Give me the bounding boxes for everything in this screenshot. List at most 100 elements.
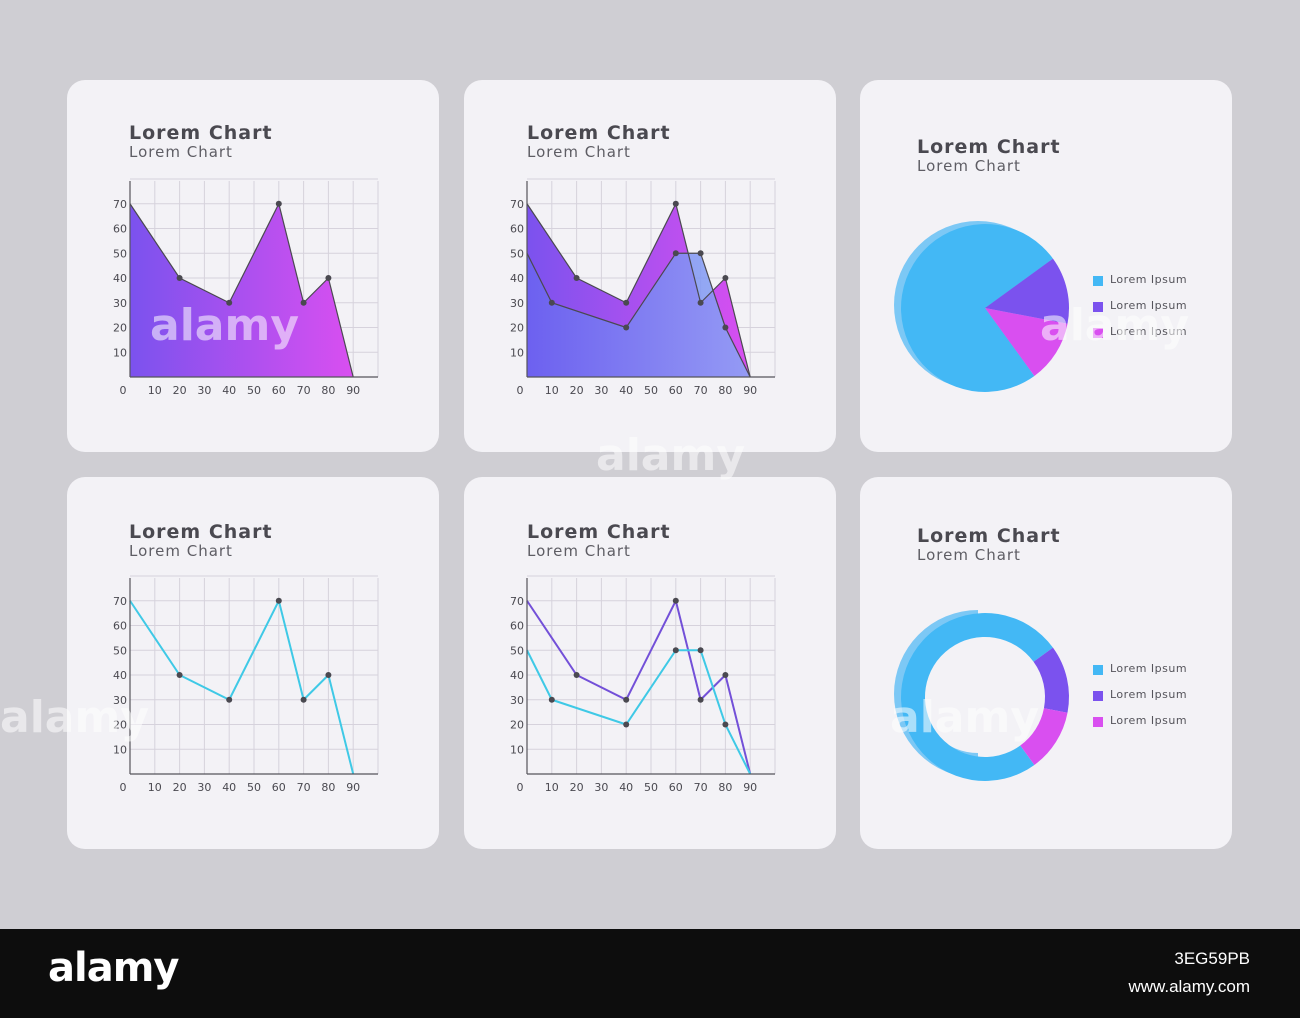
x-tick-label: 90 xyxy=(743,781,757,794)
data-point xyxy=(300,696,307,703)
data-point xyxy=(176,672,183,678)
chart-subtitle: Lorem Chart xyxy=(527,542,631,560)
data-point xyxy=(275,200,282,207)
y-tick-label: 30 xyxy=(113,297,127,310)
legend-label: Lorem Ipsum xyxy=(1110,714,1188,727)
legend-label: Lorem Ipsum xyxy=(1110,688,1188,701)
data-point xyxy=(697,647,704,654)
data-point xyxy=(722,275,729,281)
y-tick-label: 60 xyxy=(113,223,127,236)
x-tick-label: 10 xyxy=(545,384,559,397)
x-tick-label: 90 xyxy=(743,384,757,397)
y-tick-label: 50 xyxy=(510,644,524,657)
x-tick-label: 70 xyxy=(297,781,311,794)
line-chart: 0 10 20 30 40 50 60 70 80 90 10 20 30 40 50 60 70 xyxy=(113,575,379,794)
y-tick-label: 30 xyxy=(113,694,127,707)
double-line-chart-card: Lorem Chart Lorem Chart 0 10 20 30 40 50 60 70 8… xyxy=(464,477,836,849)
x-tick-label: 60 xyxy=(272,384,286,397)
area-chart: 0 10 20 30 40 50 60 70 80 90 10 20 30 40 50 60 70 xyxy=(113,178,379,397)
data-point xyxy=(672,250,679,257)
pie-slice xyxy=(985,258,1069,324)
legend-swatch xyxy=(1093,717,1103,727)
legend-label: Lorem Ipsum xyxy=(1110,325,1188,338)
double-area-chart: 0 10 20 30 40 50 60 70 80 90 10 20 30 40 50 60 70 xyxy=(510,178,776,397)
grid xyxy=(130,575,379,774)
data-point xyxy=(672,200,679,207)
donut-chart-card: Lorem Chart Lorem Chart Lorem Ipsum Lore… xyxy=(860,477,1232,849)
legend-label: Lorem Ipsum xyxy=(1110,273,1188,286)
line-series xyxy=(526,649,752,775)
line-series xyxy=(129,597,355,775)
legend-swatch xyxy=(1093,691,1103,701)
grid xyxy=(527,575,776,774)
x-tick-label: 30 xyxy=(594,384,608,397)
x-tick-label: 90 xyxy=(346,781,360,794)
donut-slice xyxy=(1033,647,1069,713)
chart-subtitle: Lorem Chart xyxy=(917,546,1021,564)
legend-swatch xyxy=(1093,302,1103,312)
chart-title: Lorem Chart xyxy=(129,521,273,543)
x-tick-label: 0 xyxy=(517,384,524,397)
legend-label: Lorem Ipsum xyxy=(1110,299,1188,312)
area-series xyxy=(527,253,751,377)
x-tick-label: 0 xyxy=(517,781,524,794)
y-tick-label: 70 xyxy=(113,595,127,608)
footer-bar: alamy 3EG59PB www.alamy.com xyxy=(0,929,1300,1018)
y-tick-label: 50 xyxy=(113,247,127,260)
chart-subtitle: Lorem Chart xyxy=(129,143,233,161)
data-point xyxy=(226,696,233,703)
data-point xyxy=(722,672,729,678)
legend-swatch xyxy=(1093,276,1103,286)
double-area-chart-card: Lorem Chart Lorem Chart 0 10 20 30 40 50 60 70 8… xyxy=(464,80,836,452)
data-point xyxy=(226,299,233,306)
data-point xyxy=(623,696,630,703)
x-tick-label: 60 xyxy=(272,781,286,794)
y-tick-label: 20 xyxy=(510,322,524,335)
y-tick-label: 10 xyxy=(113,346,127,359)
data-point xyxy=(623,324,630,331)
x-tick-label: 50 xyxy=(644,781,658,794)
y-tick-label: 60 xyxy=(510,223,524,236)
y-tick-label: 10 xyxy=(510,346,524,359)
data-point xyxy=(722,721,729,728)
x-tick-label: 40 xyxy=(222,781,236,794)
x-tick-label: 40 xyxy=(222,384,236,397)
x-tick-label: 90 xyxy=(346,384,360,397)
data-point xyxy=(325,275,332,281)
footer-logo: alamy xyxy=(48,945,179,991)
x-tick-label: 70 xyxy=(694,781,708,794)
x-tick-label: 10 xyxy=(148,781,162,794)
area-chart-card: Lorem Chart Lorem Chart 0 10 20 30 40 50 60 70 8… xyxy=(67,80,439,452)
x-tick-label: 60 xyxy=(669,384,683,397)
data-point xyxy=(573,672,580,678)
chart-title: Lorem Chart xyxy=(527,122,671,144)
x-tick-label: 80 xyxy=(321,384,335,397)
data-point xyxy=(573,275,580,281)
pie-chart-card: Lorem Chart Lorem Chart Lorem Ipsum Lore… xyxy=(860,80,1232,452)
y-tick-label: 40 xyxy=(510,669,524,682)
line-series xyxy=(526,597,752,775)
x-tick-label: 70 xyxy=(694,384,708,397)
pie-chart xyxy=(894,221,1069,392)
chart-title: Lorem Chart xyxy=(917,525,1061,547)
legend-label: Lorem Ipsum xyxy=(1110,662,1188,675)
x-tick-label: 60 xyxy=(669,781,683,794)
x-tick-label: 10 xyxy=(545,781,559,794)
y-tick-label: 60 xyxy=(510,620,524,633)
y-tick-label: 10 xyxy=(510,743,524,756)
data-point xyxy=(275,597,282,604)
y-tick-label: 30 xyxy=(510,297,524,310)
data-point xyxy=(176,275,183,281)
chart-title: Lorem Chart xyxy=(527,521,671,543)
chart-title: Lorem Chart xyxy=(129,122,273,144)
donut-slice xyxy=(1020,708,1068,765)
chart-title: Lorem Chart xyxy=(917,136,1061,158)
x-tick-label: 0 xyxy=(120,384,127,397)
y-tick-label: 60 xyxy=(113,620,127,633)
x-tick-label: 10 xyxy=(148,384,162,397)
footer-url: www.alamy.com xyxy=(1128,977,1250,996)
double-line-chart: 0 10 20 30 40 50 60 70 80 90 10 20 30 40 50 60 70 xyxy=(510,575,776,794)
y-tick-label: 10 xyxy=(113,743,127,756)
data-point xyxy=(697,250,704,257)
x-tick-label: 40 xyxy=(619,781,633,794)
